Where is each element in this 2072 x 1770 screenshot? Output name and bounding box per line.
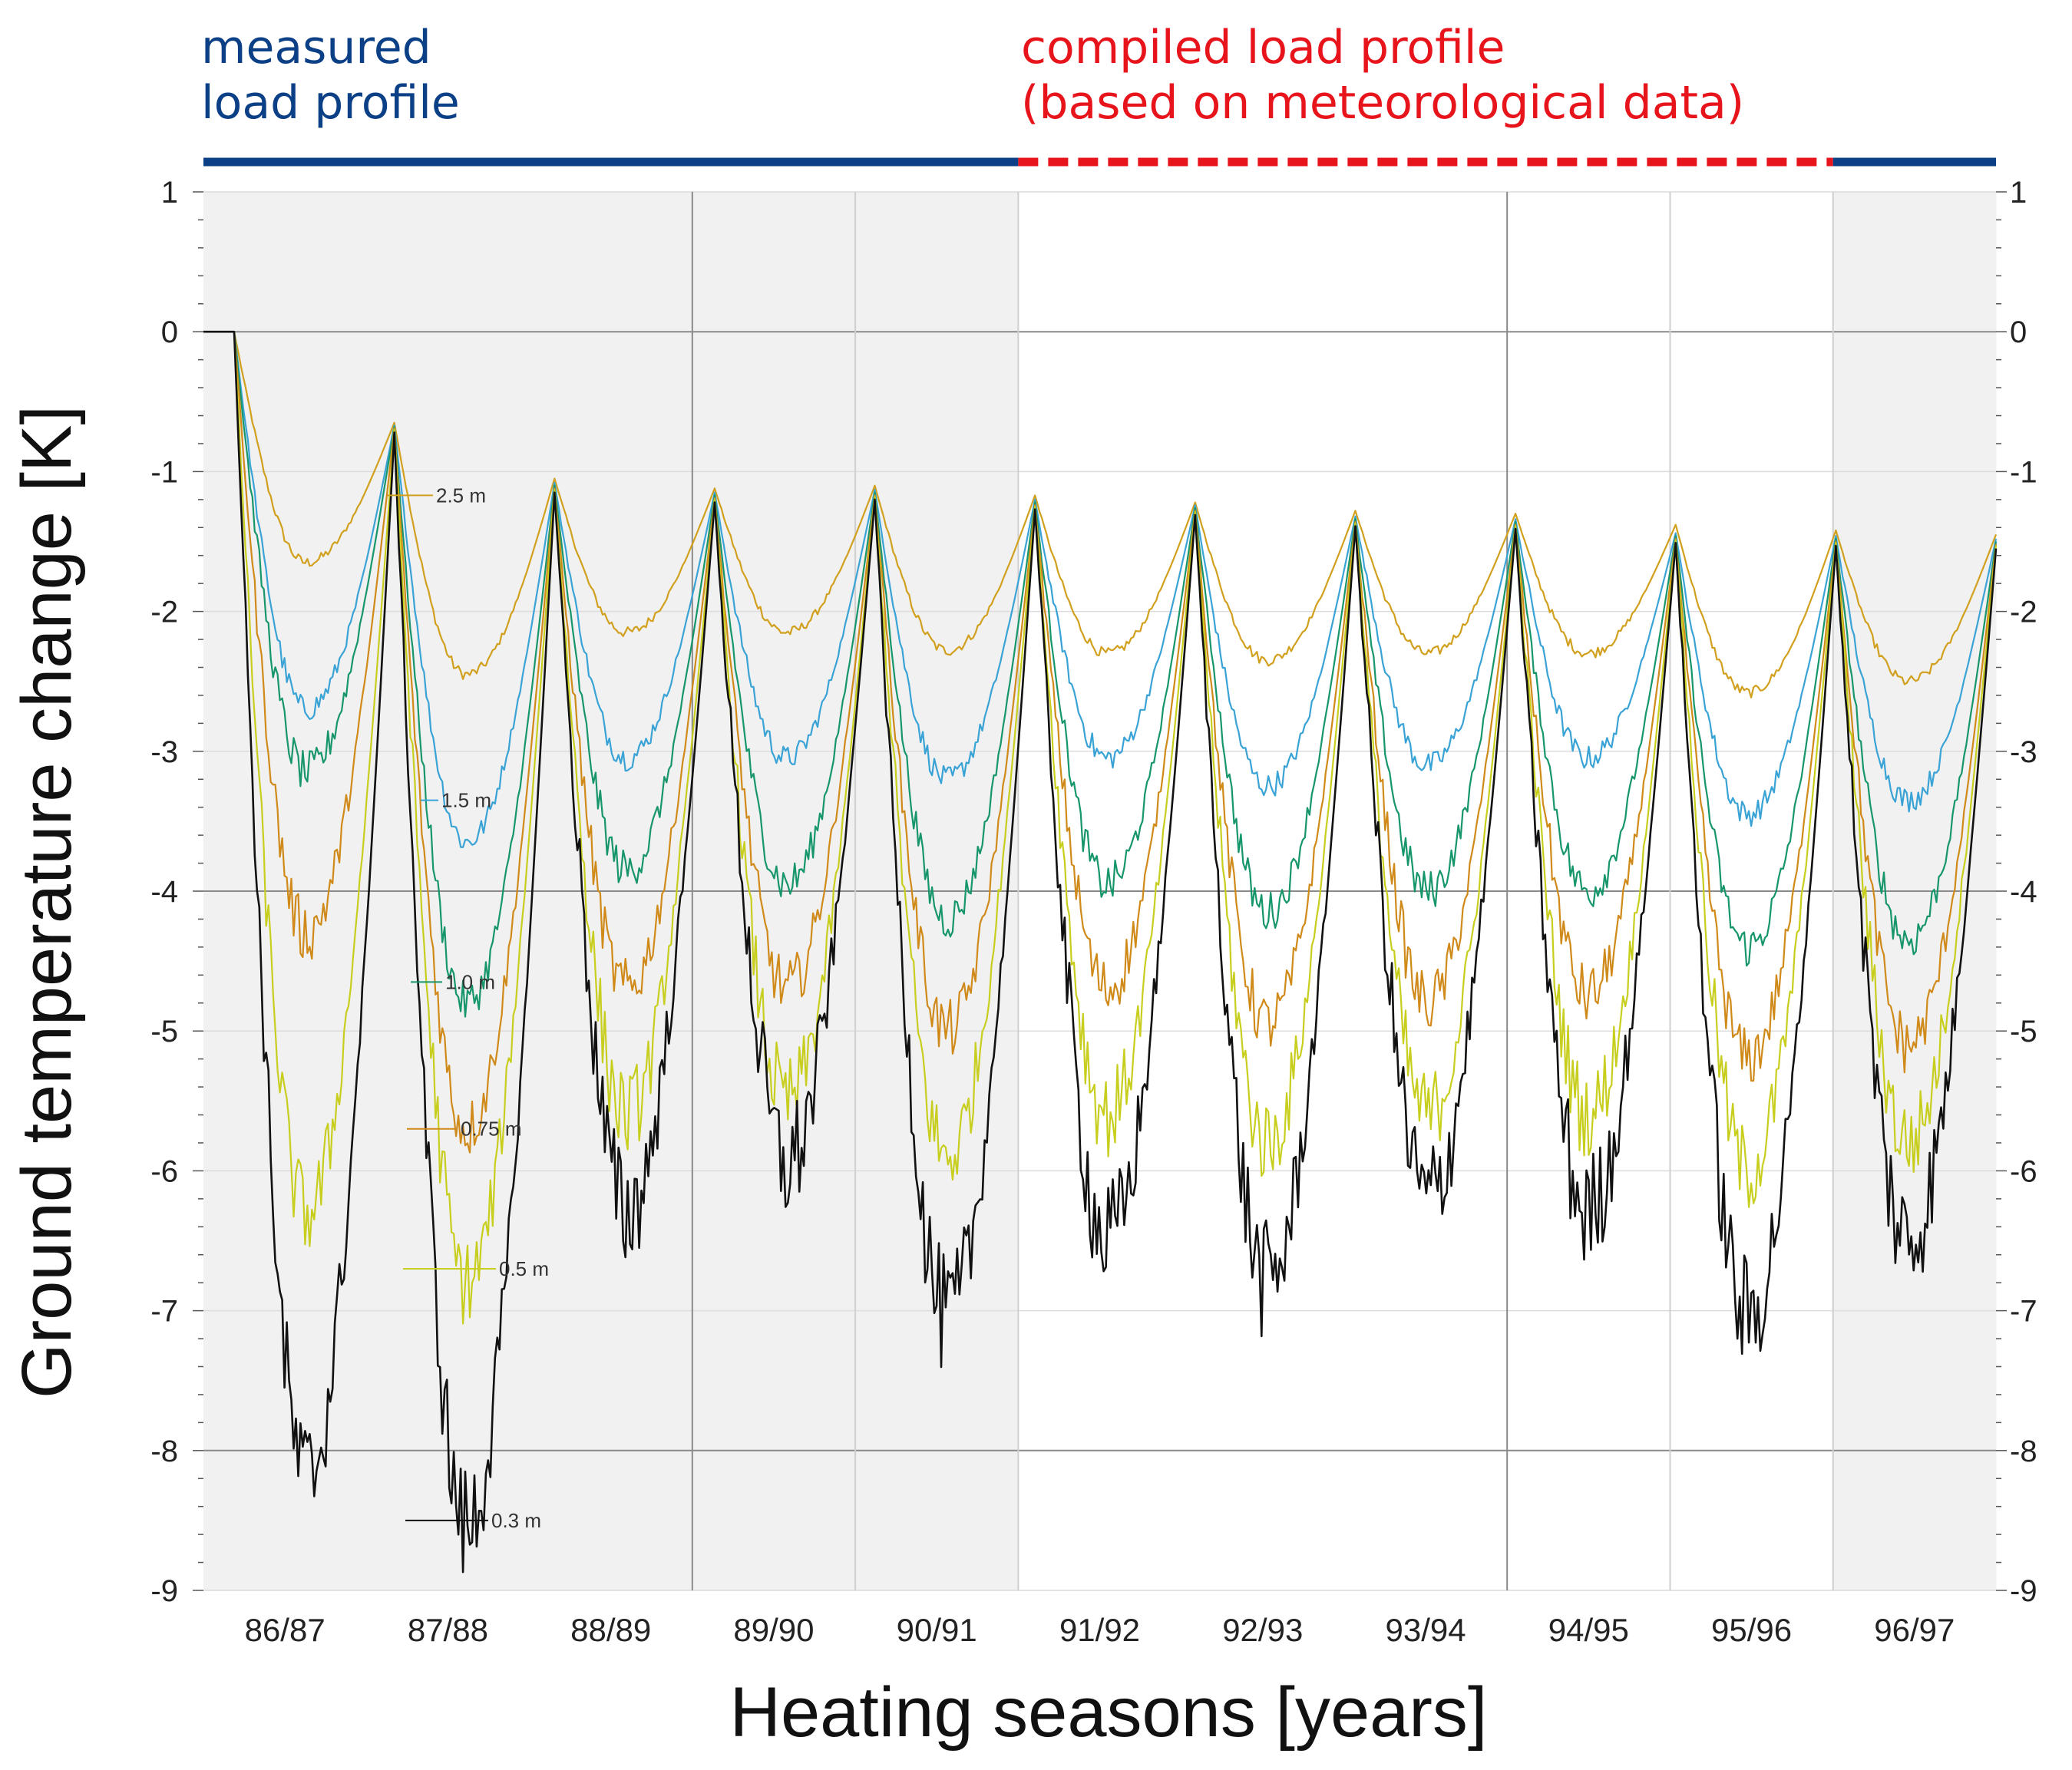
y-tick-label-left: -2 (150, 596, 178, 629)
x-tick-label: 92/93 (1222, 1612, 1303, 1648)
series-line-0-3-m (203, 330, 1998, 1574)
x-tick-label: 86/87 (245, 1612, 326, 1648)
series-line-1-5-m (203, 331, 1998, 848)
y-tick-label-left: -6 (150, 1154, 178, 1188)
x-tick-label: 87/88 (408, 1612, 488, 1648)
y-tick-label-right: -3 (2010, 735, 2037, 769)
y-tick-label-right: -8 (2010, 1435, 2037, 1468)
y-tick-label-left: -3 (150, 735, 178, 769)
x-tick-label: 96/97 (1874, 1612, 1955, 1648)
y-tick-label-right: 0 (2010, 315, 2027, 349)
y-tick-label-right: -6 (2010, 1154, 2037, 1188)
y-tick-label-left: -1 (150, 455, 178, 489)
y-tick-label-right: -5 (2010, 1015, 2037, 1048)
x-tick-label: 88/89 (570, 1612, 651, 1648)
y-tick-label-right: -7 (2010, 1295, 2037, 1329)
y-tick-label-right: 1 (2010, 176, 2027, 210)
y-tick-label-left: -7 (150, 1295, 178, 1329)
y-tick-label-right: -1 (2010, 455, 2037, 489)
series-line-0-5-m (203, 331, 1998, 1325)
depth-label-0-5-m: 0.5 m (499, 1257, 549, 1280)
y-axis-title: Ground temperature change [K] (8, 405, 86, 1398)
x-tick-label: 91/92 (1059, 1612, 1140, 1648)
series-line-2-5-m (203, 331, 1998, 698)
x-tick-label: 95/96 (1711, 1612, 1792, 1648)
depth-label-0-3-m: 0.3 m (491, 1509, 541, 1532)
depth-label-1-5-m: 1.5 m (441, 789, 491, 812)
y-tick-label-left: -4 (150, 875, 178, 909)
depth-label-0-75-m: 0.75 m (461, 1118, 522, 1141)
x-axis-title: Heating seasons [years] (730, 1673, 1488, 1752)
x-tick-label: 90/91 (897, 1612, 977, 1648)
x-tick-label: 93/94 (1385, 1612, 1466, 1648)
compiled-label-line1: compiled load profile (1021, 21, 1505, 74)
measured-label-line1: measured (201, 21, 431, 74)
y-tick-label-left: 0 (161, 315, 178, 349)
y-tick-label-left: -9 (150, 1574, 178, 1608)
x-tick-label: 89/90 (733, 1612, 814, 1648)
y-tick-label-right: -9 (2010, 1574, 2037, 1608)
series-line-0-75-m (203, 331, 1998, 1154)
depth-label-2-5-m: 2.5 m (436, 484, 486, 507)
y-tick-label-left: 1 (161, 176, 178, 210)
compiled-load-profile-label: compiled load profile (based on meteorol… (1021, 20, 1744, 130)
measured-load-profile-label: measured load profile (201, 20, 460, 130)
y-tick-label-right: -4 (2010, 875, 2037, 909)
compiled-label-line2: (based on meteorological data) (1021, 76, 1745, 130)
y-tick-label-left: -8 (150, 1435, 178, 1468)
measured-label-line2: load profile (201, 76, 460, 130)
series-line-1-0-m (203, 331, 1998, 1018)
x-tick-label: 94/95 (1548, 1612, 1629, 1648)
depth-label-1-0-m: 1.0 m (445, 970, 495, 993)
y-tick-label-left: -5 (150, 1015, 178, 1048)
y-tick-label-right: -2 (2010, 596, 2037, 629)
